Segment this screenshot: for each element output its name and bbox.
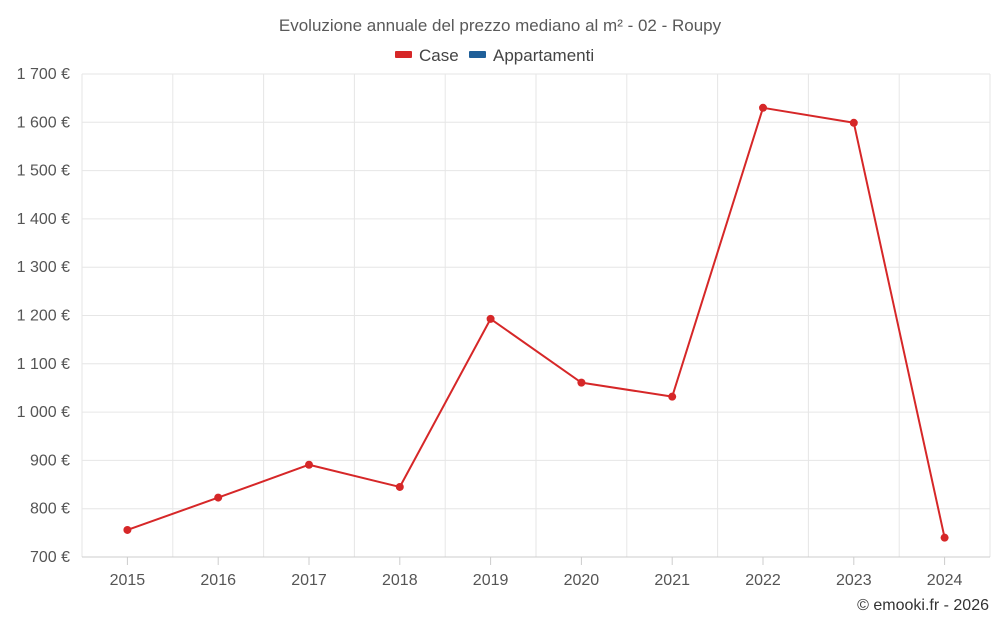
data-point-case[interactable]: [395, 482, 404, 491]
y-tick-label: 1 200 €: [17, 308, 70, 325]
x-tick-label: 2023: [836, 572, 872, 589]
x-tick-label: 2017: [291, 572, 327, 589]
legend-swatch-appartamenti: [469, 51, 486, 58]
y-tick-label: 900 €: [30, 452, 70, 469]
data-point-case[interactable]: [486, 314, 495, 323]
legend-item-case[interactable]: Case: [395, 46, 459, 65]
data-point-case[interactable]: [305, 460, 313, 469]
y-tick-label: 1 100 €: [17, 356, 70, 373]
data-point-case[interactable]: [849, 118, 858, 127]
x-tick-label: 2016: [200, 572, 236, 589]
axes: 700 € 800 € 900 € 1 000 € 1 100 € 1 200 € 1 30…: [17, 66, 990, 589]
legend-item-appartamenti[interactable]: Appartamenti: [469, 46, 594, 65]
y-tick-label: 1 300 €: [17, 259, 70, 276]
y-tick-label: 1 400 €: [17, 211, 70, 228]
x-tick-label: 2015: [110, 572, 146, 589]
x-tick-label: 2019: [473, 572, 509, 589]
x-tick-label: 2018: [382, 572, 418, 589]
chart-title: Evoluzione annuale del prezzo mediano al…: [279, 16, 722, 35]
data-point-case[interactable]: [668, 392, 677, 401]
x-tick-label: 2022: [745, 572, 781, 589]
series: [123, 103, 949, 542]
x-tick-label: 2020: [564, 572, 600, 589]
legend-swatch-case: [395, 51, 412, 58]
y-tick-label: 1 000 €: [17, 404, 70, 421]
legend-label-case: Case: [419, 46, 459, 65]
y-tick-label: 1 600 €: [17, 114, 70, 131]
x-tick-label: 2024: [927, 572, 963, 589]
legend-label-appartamenti: Appartamenti: [493, 46, 594, 65]
credit-text: © emooki.fr - 2026: [857, 597, 989, 614]
y-tick-label: 700 €: [30, 549, 70, 566]
legend: Case Appartamenti: [395, 46, 594, 65]
series-line-case: [127, 106, 946, 538]
data-point-case[interactable]: [940, 533, 949, 542]
data-point-case[interactable]: [123, 525, 132, 534]
data-point-case[interactable]: [577, 378, 586, 387]
y-tick-label: 800 €: [30, 501, 70, 518]
data-point-case[interactable]: [759, 103, 767, 112]
y-tick-label: 1 500 €: [17, 163, 70, 180]
x-tick-label: 2021: [654, 572, 690, 589]
y-tick-label: 1 700 €: [17, 66, 70, 83]
grid: [81, 73, 991, 558]
data-point-case[interactable]: [214, 493, 223, 502]
